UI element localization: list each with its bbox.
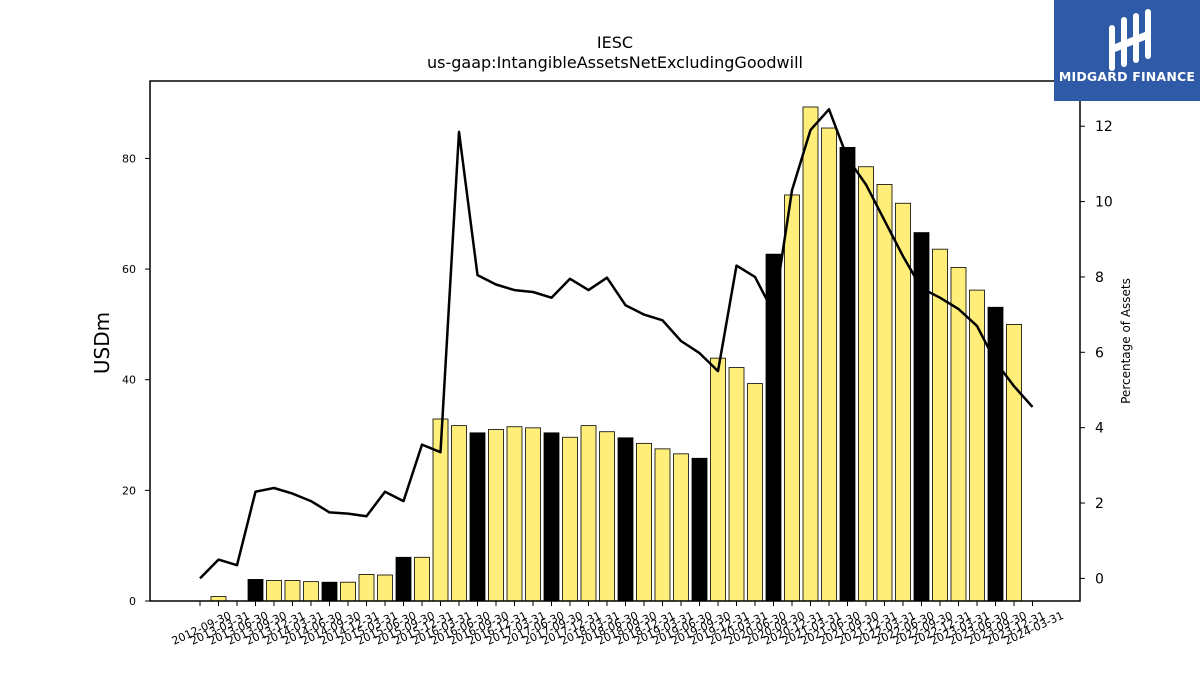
bar-2023-03-31 bbox=[950, 267, 967, 602]
bar-2019-06-30 bbox=[673, 453, 689, 602]
bar-2019-03-31 bbox=[654, 448, 671, 602]
bar-2018-06-30 bbox=[599, 431, 615, 602]
bar-2014-03-31 bbox=[284, 580, 301, 602]
y2-tick-label: 10 bbox=[1095, 195, 1113, 211]
bar-2023-12-31 bbox=[1006, 324, 1022, 602]
bar-2021-06-30 bbox=[821, 127, 837, 602]
bar-2020-03-31 bbox=[728, 367, 745, 602]
bar-2021-12-31 bbox=[858, 166, 874, 602]
percentage-line bbox=[199, 108, 1034, 580]
bar-2017-12-31 bbox=[562, 436, 578, 602]
bar-2014-06-30 bbox=[303, 581, 319, 602]
plot-frame bbox=[149, 80, 1081, 602]
y-tick-label: 40 bbox=[122, 374, 136, 387]
bar-2021-03-31 bbox=[802, 106, 819, 602]
y2-tick-label: 4 bbox=[1095, 421, 1104, 437]
y2-tick-label: 12 bbox=[1095, 119, 1113, 135]
bar-2015-06-30 bbox=[377, 574, 393, 602]
brand-name: MIDGARD FINANCE bbox=[1058, 69, 1196, 84]
logo-mark-icon bbox=[1109, 9, 1151, 71]
y2-tick-label: 2 bbox=[1095, 496, 1104, 512]
y2-tick-label: 6 bbox=[1095, 345, 1104, 361]
bar-2015-12-31 bbox=[414, 556, 430, 602]
bar-2016-06-30 bbox=[451, 425, 467, 602]
chart-subtitle: us-gaap:IntangibleAssetsNetExcludingGood… bbox=[427, 53, 803, 72]
bar-2015-03-31 bbox=[358, 574, 375, 602]
bar-2018-03-31 bbox=[580, 425, 597, 602]
bar-2016-12-31 bbox=[488, 429, 504, 602]
y-tick-label: 0 bbox=[129, 595, 136, 608]
bar-2018-12-31 bbox=[636, 442, 652, 602]
bar-2013-12-31 bbox=[266, 580, 282, 602]
y2-tick-label: 0 bbox=[1095, 571, 1104, 587]
bar-2017-06-30 bbox=[525, 427, 541, 602]
y-axis-label: USDm bbox=[90, 312, 114, 374]
bar-2021-09-30 bbox=[839, 146, 856, 602]
bar-2017-09-30 bbox=[543, 432, 560, 602]
bar-2019-09-30 bbox=[691, 457, 708, 602]
bar-2020-12-31 bbox=[784, 194, 800, 602]
bar-2019-12-31 bbox=[710, 357, 726, 602]
bar-2014-12-31 bbox=[340, 581, 356, 602]
y-tick-label: 60 bbox=[122, 263, 136, 276]
y2-axis-label: Percentage of Assets bbox=[1119, 278, 1133, 404]
bar-2018-09-30 bbox=[617, 437, 634, 602]
bar-2014-09-30 bbox=[321, 581, 338, 602]
y-tick-label: 20 bbox=[122, 484, 136, 497]
bar-2022-03-31 bbox=[876, 184, 893, 602]
bar-2013-09-30 bbox=[247, 579, 264, 602]
bar-2020-06-30 bbox=[747, 383, 763, 602]
brand-logo: MIDGARD FINANCE bbox=[1054, 0, 1200, 101]
y-tick-label: 80 bbox=[122, 152, 136, 165]
bar-2016-09-30 bbox=[469, 432, 486, 602]
bar-2015-09-30 bbox=[395, 556, 412, 602]
y2-tick-label: 8 bbox=[1095, 270, 1104, 286]
bar-2017-03-31 bbox=[506, 426, 523, 602]
chart-title: IESC bbox=[597, 33, 633, 52]
